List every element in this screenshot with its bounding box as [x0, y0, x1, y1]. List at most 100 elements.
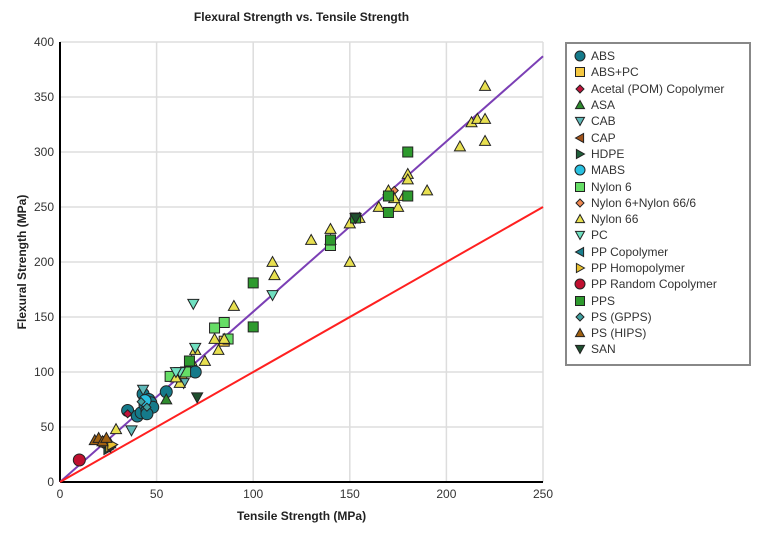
legend-label: HDPE [591, 146, 625, 161]
legend-marker-icon [574, 345, 586, 356]
legend-marker-icon [574, 50, 586, 62]
legend-marker [575, 148, 586, 160]
data-point-nylon-66 [268, 268, 281, 281]
data-point-nylon-66 [470, 112, 484, 124]
legend-marker [574, 231, 586, 241]
legend-item: ASA [573, 97, 749, 113]
x-tick-label: 250 [533, 487, 553, 501]
data-point-nylon-66 [478, 79, 492, 91]
legend-marker-icon [575, 295, 585, 306]
legend-marker-icon [575, 148, 586, 160]
legend-label: Nylon 6+Nylon 66/6 [591, 195, 697, 210]
legend-marker [574, 327, 586, 338]
data-point-san [349, 213, 362, 225]
legend-label: PC [591, 228, 608, 243]
legend-label: Nylon 6 [591, 179, 632, 194]
x-tick-label: 50 [150, 487, 164, 501]
legend-item: PC [573, 227, 749, 243]
legend-marker-icon [575, 312, 585, 322]
legend-marker [574, 117, 586, 127]
data-point-pc [186, 298, 200, 311]
data-point-pps [402, 190, 414, 202]
data-point-pp-random-copolymer [72, 453, 86, 467]
y-tick-label: 100 [34, 365, 54, 379]
y-tick-label: 400 [34, 35, 54, 49]
legend-marker-icon [574, 327, 586, 338]
legend-item: CAB [573, 113, 749, 129]
legend-marker-icon [575, 84, 585, 94]
legend-label: PP Homopolymer [591, 261, 685, 275]
legend-item: ABS+PC [573, 64, 749, 80]
data-point-pps [382, 207, 394, 218]
legend-label: PPS [591, 293, 616, 308]
data-point-nylon-66 [343, 255, 357, 267]
legend-item: MABS [573, 162, 749, 178]
legend-label: Acetal (POM) Copolymer [591, 81, 725, 96]
legend-marker [575, 67, 585, 78]
y-tick-label: 300 [34, 145, 54, 159]
legend-marker [574, 246, 585, 258]
data-point-nylon-66 [372, 200, 386, 212]
data-point-nylon-66 [304, 233, 318, 245]
data-point-nylon-66 [478, 112, 492, 124]
y-tick-label: 250 [34, 200, 54, 214]
data-point-pc [188, 342, 202, 355]
legend-marker [575, 181, 585, 192]
legend-marker [575, 295, 585, 306]
legend-label: CAB [591, 114, 616, 129]
data-point-nylon-66 [217, 332, 231, 344]
legend-item: SAN [573, 341, 749, 357]
legend-marker-icon [575, 181, 585, 192]
legend-label: Nylon 66 [591, 212, 639, 227]
data-point-nylon-66 [420, 183, 434, 196]
legend-marker-icon [574, 164, 586, 176]
legend-marker [574, 164, 586, 176]
legend-item: PP Copolymer [573, 244, 749, 260]
data-point-pc [169, 367, 183, 379]
y-tick-label: 150 [34, 310, 54, 324]
legend-marker [574, 50, 586, 62]
x-tick-label: 100 [243, 487, 263, 501]
data-point-nylon-66 [266, 255, 279, 267]
x-tick-label: 150 [340, 487, 360, 501]
y-tick-label: 200 [34, 255, 54, 269]
legend-item: PS (GPPS) [573, 309, 749, 325]
legend-item: Nylon 6 [573, 178, 749, 194]
x-tick-label: 200 [436, 487, 456, 501]
legend-marker [574, 345, 586, 356]
data-point-nylon-6 [218, 317, 230, 328]
data-point-cab [125, 425, 138, 437]
data-point-pps [247, 321, 259, 333]
legend-label: ABS [591, 49, 616, 64]
data-point-nylon-66 [109, 422, 123, 435]
legend-item: HDPE [573, 146, 749, 162]
legend-label: PP Copolymer [591, 244, 669, 259]
legend-marker [574, 99, 586, 110]
legend-label: ASA [591, 98, 616, 113]
legend-marker-icon [575, 67, 585, 78]
data-point-nylon-66 [401, 172, 415, 185]
legend-marker [574, 213, 586, 224]
legend-marker [574, 278, 586, 290]
legend-marker-icon [574, 213, 586, 224]
data-point-nylon-66 [391, 200, 405, 212]
legend-marker [575, 84, 585, 94]
legend-label: SAN [591, 342, 616, 357]
data-point-pps [324, 234, 336, 246]
legend-label: ABS+PC [591, 65, 639, 80]
data-point-nylon-66 [453, 139, 467, 152]
legend-item: Nylon 6+Nylon 66/6 [573, 195, 749, 211]
data-point-nylon-6 [209, 322, 221, 334]
data-point-ps-gpps- [142, 402, 152, 412]
legend: ABS ABS+PC Acetal (POM) Copolymer ASA CAB CAP… [565, 42, 751, 366]
legend-marker-icon [574, 246, 585, 258]
data-point-nylon-66 [173, 376, 187, 388]
y-tick-label: 50 [41, 420, 55, 434]
legend-label: MABS [591, 163, 626, 178]
legend-label: CAP [591, 130, 616, 145]
legend-marker [575, 198, 585, 208]
legend-item: PPS [573, 292, 749, 308]
data-point-nylon-66 [212, 343, 225, 355]
